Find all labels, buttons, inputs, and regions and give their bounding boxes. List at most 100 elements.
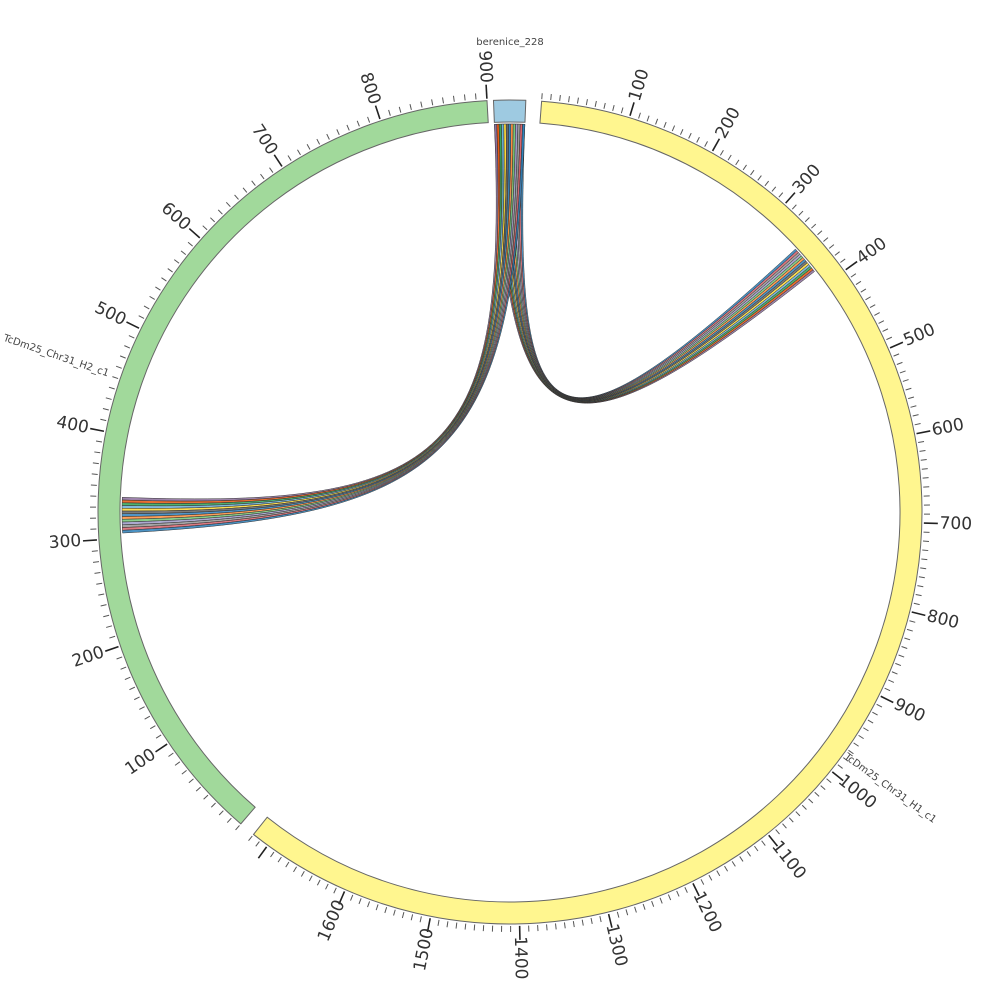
minor-tick [863, 727, 869, 732]
major-tick [916, 430, 931, 435]
minor-tick [94, 571, 101, 574]
labels: berenice_228 100 200 300 400 500 600 700 800 900 1… [1, 37, 973, 980]
minor-tick [576, 97, 579, 104]
minor-tick [409, 103, 412, 111]
minor-tick [393, 909, 396, 916]
link-ribbon-0-2 [498, 123, 813, 403]
minor-tick [651, 900, 655, 907]
major-tick [911, 611, 926, 617]
minor-tick [108, 386, 115, 390]
minor-tick [910, 405, 917, 408]
minor-tick [572, 921, 575, 928]
minor-tick [680, 129, 684, 135]
minor-tick [848, 749, 854, 755]
minor-tick [103, 614, 110, 618]
minor-tick [550, 93, 552, 101]
minor-tick [594, 100, 597, 107]
tick-label: 600 [157, 198, 195, 234]
minor-tick [100, 604, 107, 607]
minor-tick [452, 95, 455, 102]
minor-tick [876, 703, 883, 708]
major-tick [257, 846, 268, 859]
minor-tick [102, 408, 109, 411]
minor-tick [367, 116, 371, 123]
minor-tick [116, 656, 123, 660]
minor-tick [316, 879, 321, 886]
minor-tick [234, 194, 239, 200]
minor-tick [384, 907, 388, 914]
minor-tick [210, 217, 216, 223]
minor-tick [248, 835, 253, 842]
minor-tick [921, 468, 928, 470]
link-ribbon-0-0 [494, 123, 815, 404]
minor-tick [431, 99, 434, 106]
minor-tick [798, 210, 804, 216]
minor-tick [568, 96, 570, 103]
minor-tick [912, 414, 919, 417]
minor-tick [696, 136, 700, 143]
minor-tick [896, 361, 903, 365]
minor-tick [642, 903, 646, 910]
tick-label: 900 [890, 694, 928, 726]
minor-tick [155, 286, 161, 291]
minor-tick [92, 561, 100, 563]
minor-tick [917, 585, 924, 588]
minor-tick [210, 802, 216, 808]
minor-tick [149, 725, 156, 730]
minor-tick [173, 259, 180, 264]
minor-tick [671, 125, 676, 132]
major-tick [785, 192, 796, 204]
minor-tick [599, 916, 602, 923]
major-tick [889, 341, 904, 349]
major-tick [374, 105, 381, 120]
minor-tick [119, 355, 126, 359]
tick-label: 1400 [510, 936, 531, 980]
minor-tick [333, 887, 337, 894]
minor-tick [134, 696, 140, 701]
minor-tick [124, 676, 131, 681]
minor-tick [563, 922, 566, 929]
minor-tick [814, 791, 820, 797]
link-ribbon-1-8 [121, 123, 516, 523]
sequence-arc-2 [97, 100, 489, 825]
link-ribbon-1-6 [121, 123, 512, 517]
minor-tick [612, 104, 615, 112]
minor-tick [218, 810, 224, 816]
minor-tick [442, 97, 444, 104]
link-ribbons [121, 123, 815, 534]
minor-tick [898, 654, 905, 658]
minor-tick [860, 288, 867, 293]
minor-tick [161, 277, 167, 282]
minor-tick [91, 473, 98, 475]
minor-tick [100, 418, 107, 422]
minor-tick [782, 823, 787, 829]
minor-tick [914, 423, 921, 426]
minor-tick [700, 879, 705, 885]
minor-tick [646, 115, 650, 122]
minor-tick [277, 856, 282, 863]
minor-tick [336, 129, 340, 136]
major-tick [426, 918, 431, 933]
link-ribbon-1-9 [121, 123, 519, 526]
minor-tick [388, 109, 391, 116]
tick-label: 500 [91, 298, 129, 330]
minor-tick [667, 894, 672, 901]
tick-label: 900 [474, 50, 496, 84]
minor-tick [719, 150, 724, 156]
minor-tick [367, 901, 371, 908]
minor-tick [463, 94, 466, 101]
minor-tick [801, 804, 807, 810]
minor-tick [91, 550, 98, 552]
major-tick [105, 645, 119, 652]
tick-label: 1600 [314, 897, 350, 945]
minor-tick [581, 919, 584, 926]
tick-label: 300 [48, 531, 82, 553]
minor-tick [704, 141, 708, 147]
minor-tick [129, 686, 136, 691]
minor-tick [742, 164, 747, 171]
minor-tick [761, 840, 766, 846]
major-tick [273, 154, 283, 167]
major-tick [768, 834, 779, 847]
minor-tick [915, 593, 922, 597]
